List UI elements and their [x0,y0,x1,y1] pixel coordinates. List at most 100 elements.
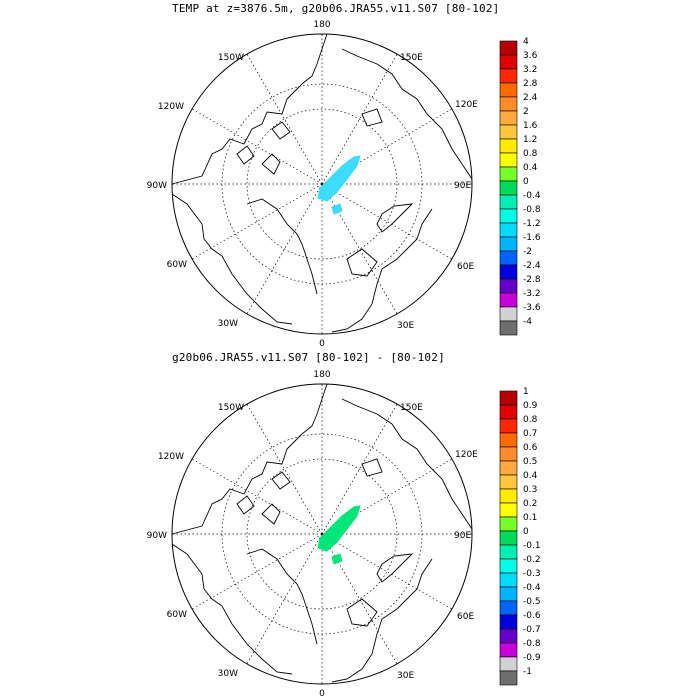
colorbar-swatch [499,236,518,252]
coastline [346,248,378,277]
temperature-anomaly-region [331,203,343,215]
coastline [171,543,293,675]
longitude-label: 150W [218,403,244,413]
meridian-line [246,533,323,665]
coastline [171,383,328,535]
colorbar-swatch [499,474,518,490]
meridian-line [191,183,323,260]
colorbar-label: -1 [523,667,532,677]
colorbar-label: -1.6 [523,233,541,243]
meridian-line [321,403,398,535]
longitude-label: 180 [313,20,330,30]
colorbar-swatch [499,54,518,70]
colorbar-swatch [499,670,518,686]
colorbar-label: -0.4 [523,191,541,201]
longitude-label: 120E [455,450,478,460]
longitude-label: 120E [455,100,478,110]
colorbar-label: 0.8 [523,415,538,425]
colorbar-swatch [499,404,518,420]
longitude-label: 30W [218,669,238,679]
map-panel-top: TEMP at z=3876.5m, g20b06.JRA55.v11.S07 … [147,2,541,349]
colorbar-swatch [499,488,518,504]
colorbar-label: -4 [523,317,532,327]
coastline [171,33,328,185]
longitude-label: 0 [319,339,325,349]
meridian-line [246,403,323,535]
colorbar-label: -3.6 [523,303,541,313]
map-group: 180 150E 120E 90E 60E 30E 0 30W 60W 90W 120W 150W 1 0… [147,370,541,699]
polar-map-bottom: 180 150E 120E 90E 60E 30E 0 30W 60W 90W 120W 150W 1 0… [147,370,541,699]
coastline [341,48,473,180]
meridian-line [321,533,453,610]
longitude-label: 60W [167,610,187,620]
colorbar-swatch [499,96,518,112]
meridian-line [191,533,323,610]
colorbar-label: -0.2 [523,555,541,565]
colorbar-label: 1.2 [523,135,537,145]
longitude-label: 0 [319,689,325,699]
longitude-label: 90E [454,531,471,541]
longitude-label: 30E [397,671,414,681]
meridian-line [321,183,453,260]
colorbar-label: 0.6 [523,443,538,453]
colorbar-swatch [499,320,518,336]
colorbar-swatch [499,390,518,406]
colorbar-swatch [499,558,518,574]
longitude-label: 90W [147,181,167,191]
colorbar-swatch [499,292,518,308]
longitude-label: 120W [158,452,184,462]
meridian-line [321,53,398,185]
colorbar-swatch [499,68,518,84]
longitude-label: 30E [397,321,414,331]
panel-title: TEMP at z=3876.5m, g20b06.JRA55.v11.S07 … [172,2,500,15]
coastline [271,121,291,140]
coastline [246,548,318,645]
colorbar-swatch [499,656,518,672]
coastline [376,553,414,583]
colorbar-label: -0.8 [523,205,541,215]
colorbar-label: 2.4 [523,93,538,103]
colorbar-label: 0.1 [523,513,537,523]
colorbar-label: 0.4 [523,163,538,173]
colorbar-label: 0.3 [523,485,537,495]
coastline [171,193,293,325]
coastline [376,203,414,233]
meridian-line [321,183,398,315]
longitude-label: 120W [158,102,184,112]
coastline [346,598,378,627]
longitude-label: 90W [147,531,167,541]
colorbar-swatch [499,418,518,434]
colorbar-swatch [499,642,518,658]
colorbar-label: 0.9 [523,401,538,411]
colorbar-swatch [499,572,518,588]
longitude-label: 150E [400,403,423,413]
colorbar-label: 0.4 [523,471,538,481]
longitude-label: 60E [457,612,474,622]
colorbar-label: 2.8 [523,79,538,89]
colorbar-label: -2.4 [523,261,541,271]
colorbar-label: 0.7 [523,429,537,439]
longitude-label: 150W [218,53,244,63]
longitude-label: 30W [218,319,238,329]
colorbar-label: -3.2 [523,289,541,299]
colorbar-swatch [499,446,518,462]
colorbar-swatch [499,516,518,532]
colorbar-swatch [499,460,518,476]
temperature-anomaly-region [317,155,361,202]
colorbar-swatch [499,82,518,98]
longitude-label: 150E [400,53,423,63]
colorbar-label: 4 [523,37,529,47]
colorbar-label: 0.5 [523,457,537,467]
longitude-label: 90E [454,181,471,191]
temperature-anomaly-region [317,505,361,552]
meridian-line [191,458,323,535]
colorbar-label: 0.8 [523,149,538,159]
colorbar-label: -0.7 [523,625,541,635]
coastline [261,503,281,525]
colorbar-label: -0.3 [523,569,541,579]
colorbar-swatch [499,600,518,616]
temperature-anomaly-region [331,553,343,565]
meridian-line [246,53,323,185]
colorbar-label: -0.4 [523,583,541,593]
coastline [271,471,291,490]
